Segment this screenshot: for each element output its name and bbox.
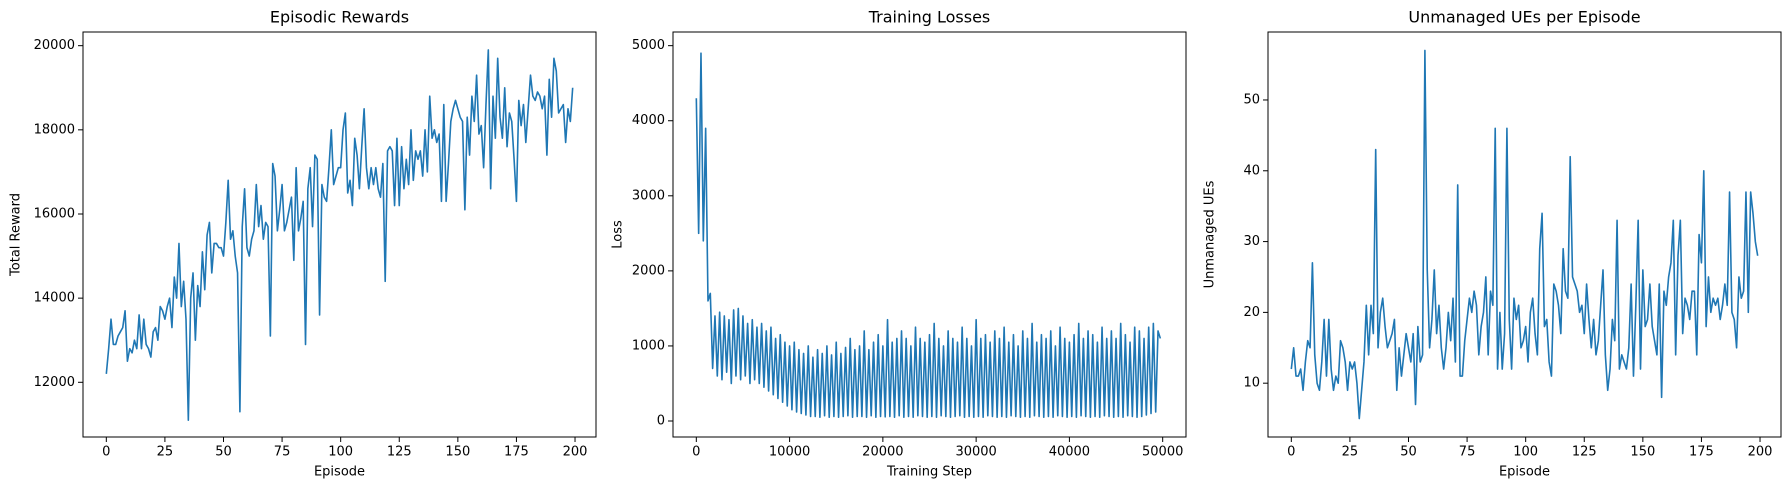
x-tick-label: 50 xyxy=(215,445,232,460)
y-tick-label: 40 xyxy=(1243,163,1260,178)
y-tick-label: 14000 xyxy=(34,291,75,306)
chart-title: Training Losses xyxy=(868,8,991,27)
y-axis-label: Unmanaged UEs xyxy=(1203,180,1218,288)
x-tick-label: 150 xyxy=(1630,445,1655,460)
x-tick-label: 20000 xyxy=(862,445,903,460)
y-tick-label: 0 xyxy=(657,414,665,429)
y-tick-label: 30 xyxy=(1243,234,1260,249)
x-tick-label: 25 xyxy=(1342,445,1359,460)
x-tick-label: 40000 xyxy=(1049,445,1090,460)
x-tick-label: 200 xyxy=(1748,445,1773,460)
plot-frame xyxy=(1267,31,1782,438)
y-tick-label: 16000 xyxy=(34,206,75,221)
x-tick-label: 100 xyxy=(1513,445,1538,460)
x-tick-label: 0 xyxy=(692,445,700,460)
x-tick-label: 0 xyxy=(102,445,110,460)
x-tick-label: 50 xyxy=(1400,445,1417,460)
x-tick-label: 75 xyxy=(274,445,291,460)
x-tick-label: 175 xyxy=(1689,445,1714,460)
plot-frame xyxy=(672,31,1187,438)
x-tick-label: 10000 xyxy=(769,445,810,460)
chart-title: Episodic Rewards xyxy=(270,8,409,27)
x-tick-label: 125 xyxy=(387,445,412,460)
x-tick-label: 150 xyxy=(445,445,470,460)
x-axis-label: Training Step xyxy=(886,465,972,480)
y-tick-label: 12000 xyxy=(34,375,75,390)
line-series xyxy=(695,52,1162,419)
y-axis-label: Total Reward xyxy=(9,193,24,277)
x-tick-label: 125 xyxy=(1572,445,1597,460)
x-tick-label: 75 xyxy=(1459,445,1476,460)
x-tick-label: 200 xyxy=(563,445,588,460)
y-tick-label: 20 xyxy=(1243,305,1260,320)
x-tick-label: 0 xyxy=(1287,445,1295,460)
x-tick-label: 100 xyxy=(328,445,353,460)
y-tick-label: 2000 xyxy=(632,263,665,278)
y-tick-label: 3000 xyxy=(632,188,665,203)
x-tick-label: 30000 xyxy=(955,445,996,460)
x-tick-label: 25 xyxy=(157,445,174,460)
plot-frame xyxy=(82,31,597,438)
y-axis-label: Loss xyxy=(611,220,626,249)
y-tick-label: 50 xyxy=(1243,92,1260,107)
y-tick-label: 1000 xyxy=(632,338,665,353)
chart-title: Unmanaged UEs per Episode xyxy=(1408,8,1640,27)
y-tick-label: 20000 xyxy=(34,38,75,53)
line-series xyxy=(1290,49,1759,420)
y-tick-label: 10 xyxy=(1243,376,1260,391)
line-series xyxy=(105,49,574,421)
y-tick-label: 18000 xyxy=(34,122,75,137)
y-tick-label: 5000 xyxy=(632,38,665,53)
y-tick-label: 4000 xyxy=(632,113,665,128)
x-axis-label: Episode xyxy=(1499,465,1550,480)
x-axis-label: Episode xyxy=(314,465,365,480)
x-tick-label: 50000 xyxy=(1142,445,1183,460)
x-tick-label: 175 xyxy=(504,445,529,460)
